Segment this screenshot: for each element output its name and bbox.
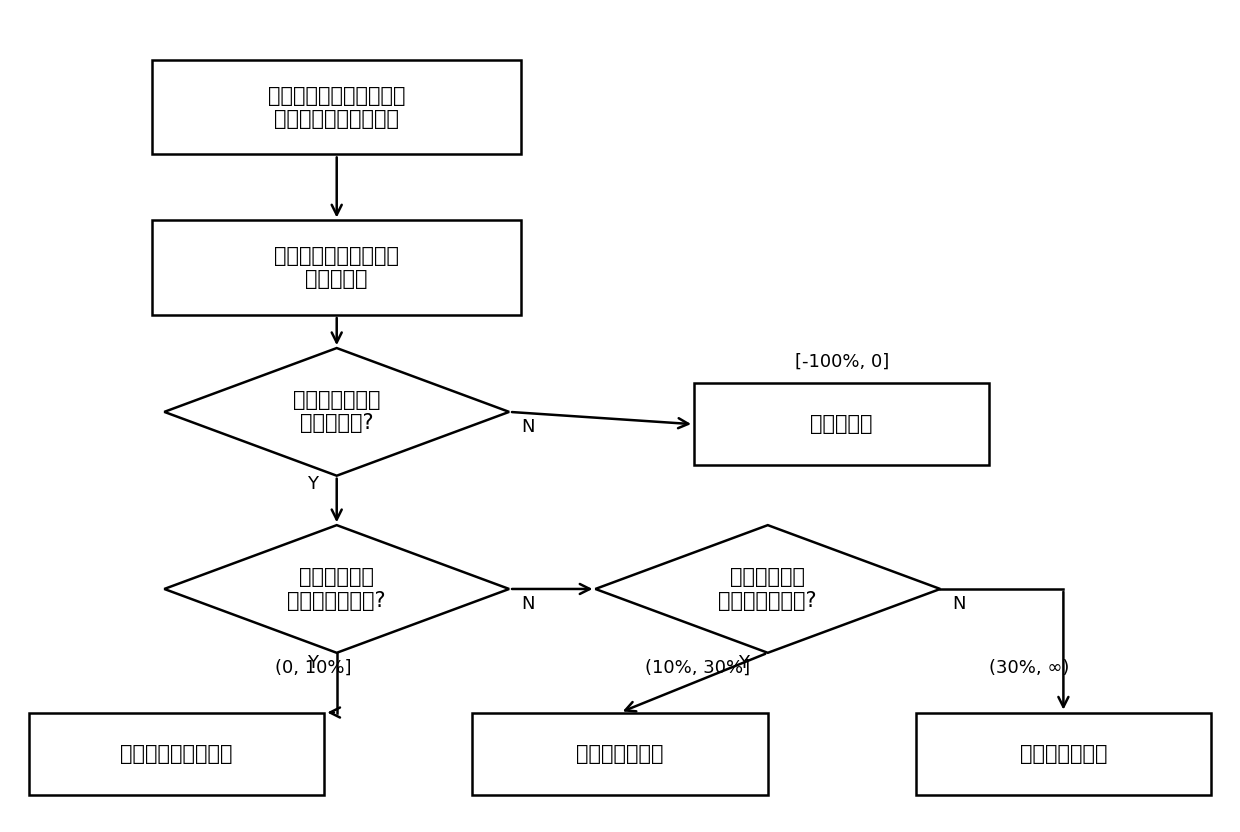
Text: Y: Y xyxy=(738,654,749,671)
FancyBboxPatch shape xyxy=(694,383,990,465)
FancyBboxPatch shape xyxy=(29,712,325,795)
Text: (10%, 30%]: (10%, 30%] xyxy=(645,659,750,677)
Text: 弧触头需要加强监视: 弧触头需要加强监视 xyxy=(120,744,233,764)
Text: [-100%, 0]: [-100%, 0] xyxy=(795,353,889,371)
Text: Y: Y xyxy=(308,654,319,671)
Text: 弧触头需要修复: 弧触头需要修复 xyxy=(577,744,663,764)
Polygon shape xyxy=(595,525,940,653)
Text: 计算差值与预设参考特
征量的比值: 计算差值与预设参考特 征量的比值 xyxy=(274,246,399,290)
FancyBboxPatch shape xyxy=(153,220,522,315)
Text: (30%, ∞): (30%, ∞) xyxy=(990,659,1070,677)
Text: N: N xyxy=(952,595,966,613)
Text: 比值超过预设的
正常范围值?: 比值超过预设的 正常范围值? xyxy=(293,390,381,433)
FancyBboxPatch shape xyxy=(915,712,1211,795)
Text: 计算待诊断特征量、预设
参考特征量之间的差值: 计算待诊断特征量、预设 参考特征量之间的差值 xyxy=(268,86,405,129)
FancyBboxPatch shape xyxy=(153,60,522,155)
Text: N: N xyxy=(522,595,534,613)
Text: Y: Y xyxy=(308,475,319,493)
Polygon shape xyxy=(164,348,510,476)
Text: (0, 10%]: (0, 10%] xyxy=(275,659,352,677)
Text: 弧触头正常: 弧触头正常 xyxy=(811,414,873,434)
FancyBboxPatch shape xyxy=(472,712,768,795)
Text: 比值是否小于
第二故障诊断值?: 比值是否小于 第二故障诊断值? xyxy=(718,567,817,611)
Polygon shape xyxy=(164,525,510,653)
Text: 比值是否小于
第一故障诊断值?: 比值是否小于 第一故障诊断值? xyxy=(288,567,386,611)
Text: 弧触头需要更换: 弧触头需要更换 xyxy=(1019,744,1107,764)
Text: N: N xyxy=(522,418,534,436)
